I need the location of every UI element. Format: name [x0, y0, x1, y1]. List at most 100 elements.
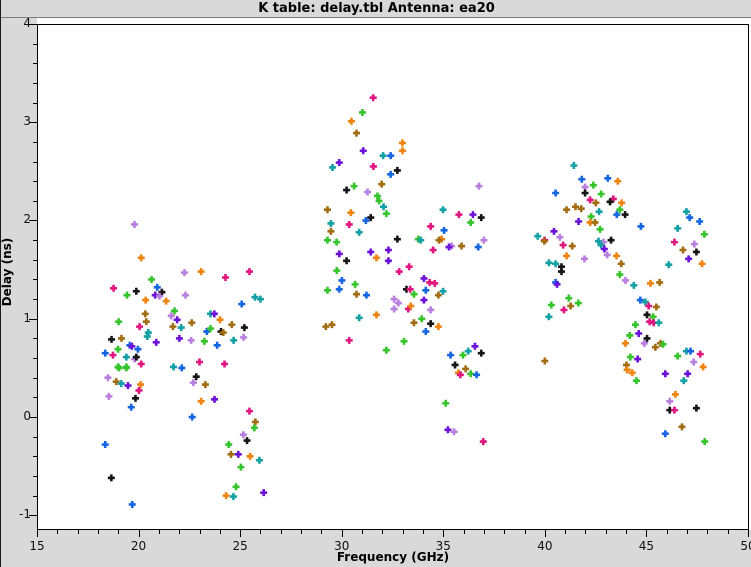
data-point: [635, 330, 643, 338]
tick-mark: [707, 530, 709, 534]
data-point: [420, 296, 428, 304]
data-point: [148, 275, 156, 283]
data-point: [351, 280, 359, 288]
data-point: [547, 301, 555, 309]
data-point: [225, 441, 233, 449]
tick-mark: [362, 530, 364, 534]
data-point: [362, 291, 370, 299]
data-point: [621, 276, 629, 284]
plot-frame: [37, 24, 749, 530]
tick-mark: [748, 530, 749, 537]
data-point: [434, 291, 442, 299]
data-point: [626, 353, 634, 361]
x-tick-label: 50: [740, 539, 751, 553]
tick-mark: [33, 200, 37, 202]
tick-mark: [138, 530, 140, 537]
tick-mark: [33, 181, 37, 183]
data-point: [604, 174, 612, 182]
data-point: [626, 331, 634, 339]
data-point: [427, 306, 435, 314]
data-point: [234, 450, 242, 458]
y-tick-label: -1: [19, 507, 31, 522]
data-point: [323, 206, 331, 214]
data-point: [586, 196, 594, 204]
data-point: [628, 369, 636, 377]
data-point: [450, 428, 458, 436]
tick-mark: [33, 259, 37, 261]
data-point: [177, 324, 185, 332]
data-point: [659, 340, 667, 348]
data-point: [439, 206, 447, 214]
data-point: [114, 345, 122, 353]
data-point: [343, 186, 351, 194]
data-point: [210, 310, 218, 318]
data-point: [251, 293, 259, 301]
y-tick-label: 0: [23, 408, 31, 423]
data-point: [127, 403, 135, 411]
data-point: [110, 284, 118, 292]
data-point: [369, 94, 377, 102]
data-point: [353, 129, 361, 137]
plot-title: K table: delay.tbl Antenna: ea20: [1, 0, 751, 18]
data-point: [613, 252, 621, 260]
tick-mark: [33, 279, 37, 281]
data-point: [333, 267, 341, 275]
data-point: [447, 351, 455, 359]
data-point: [153, 283, 161, 291]
data-point: [556, 233, 564, 241]
tick-mark: [33, 495, 37, 497]
data-point: [618, 199, 626, 207]
data-point: [650, 319, 658, 327]
tick-mark: [565, 530, 567, 534]
x-tick-label: 40: [537, 539, 553, 553]
data-point: [134, 345, 142, 353]
data-point: [390, 295, 398, 303]
data-point: [323, 236, 331, 244]
data-point: [559, 241, 567, 249]
data-point: [581, 189, 589, 197]
data-point: [130, 220, 138, 228]
data-point: [347, 117, 355, 125]
data-point: [387, 152, 395, 160]
data-point: [206, 310, 214, 318]
y-tick-label: 3: [23, 114, 31, 129]
data-point: [467, 218, 475, 226]
data-point: [362, 217, 370, 225]
data-point: [394, 299, 402, 307]
data-point: [682, 208, 690, 216]
data-point: [227, 450, 235, 458]
data-point: [255, 456, 263, 464]
data-point: [115, 318, 123, 326]
data-point: [132, 353, 140, 361]
data-point: [455, 211, 463, 219]
data-point: [322, 323, 330, 331]
data-point: [104, 374, 112, 382]
data-point: [578, 175, 586, 183]
data-point: [552, 278, 560, 286]
data-point: [197, 397, 205, 405]
data-point: [335, 285, 343, 293]
data-point: [685, 255, 693, 263]
data-point: [651, 343, 659, 351]
data-point: [594, 237, 602, 245]
data-point: [369, 162, 377, 170]
data-point: [700, 230, 708, 238]
data-point: [557, 263, 565, 271]
data-point: [142, 318, 150, 326]
data-point: [211, 395, 219, 403]
data-point: [373, 192, 381, 200]
data-point: [114, 363, 122, 371]
data-point: [395, 268, 403, 276]
data-point: [335, 250, 343, 258]
data-point: [592, 199, 600, 207]
data-point: [565, 294, 573, 302]
data-point: [136, 323, 144, 331]
data-point: [459, 351, 467, 359]
tick-mark: [240, 530, 242, 537]
data-point: [684, 370, 692, 378]
data-point: [101, 349, 109, 357]
data-point: [117, 380, 125, 388]
data-point: [614, 177, 622, 185]
data-point: [670, 238, 678, 246]
data-point: [329, 163, 337, 171]
